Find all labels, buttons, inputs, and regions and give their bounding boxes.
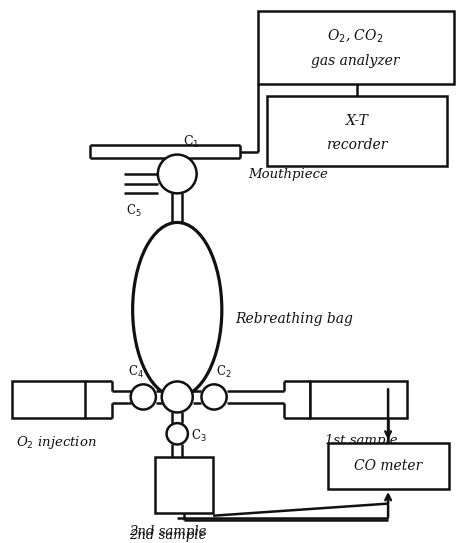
Text: gas analyzer: gas analyzer (311, 54, 400, 68)
Circle shape (166, 423, 188, 445)
Text: 1st sample: 1st sample (325, 434, 397, 447)
Circle shape (162, 381, 193, 413)
Text: O$_2$, CO$_2$: O$_2$, CO$_2$ (328, 28, 384, 45)
Ellipse shape (133, 223, 222, 397)
Text: Mouthpiece: Mouthpiece (248, 168, 328, 181)
Bar (258, 11, 454, 84)
Text: C$_1$: C$_1$ (183, 134, 200, 150)
Text: CO meter: CO meter (354, 459, 422, 473)
Circle shape (201, 384, 227, 409)
Text: Rebreathing bag: Rebreathing bag (236, 312, 353, 326)
Text: 2nd sample: 2nd sample (129, 529, 206, 542)
Bar (328, 443, 449, 489)
Text: X-T: X-T (346, 113, 368, 128)
Text: C$_2$: C$_2$ (216, 364, 232, 381)
Text: C$_5$: C$_5$ (126, 203, 141, 219)
Text: 2nd sample: 2nd sample (129, 525, 206, 538)
Text: recorder: recorder (327, 138, 388, 152)
Circle shape (158, 155, 197, 193)
Text: O$_2$ injection: O$_2$ injection (16, 434, 96, 451)
Bar (12, 381, 85, 418)
Bar (310, 381, 407, 418)
Text: C$_4$: C$_4$ (128, 364, 144, 381)
Text: C$_3$: C$_3$ (191, 428, 207, 444)
Circle shape (131, 384, 156, 409)
Bar (267, 97, 447, 166)
Bar (155, 457, 213, 513)
